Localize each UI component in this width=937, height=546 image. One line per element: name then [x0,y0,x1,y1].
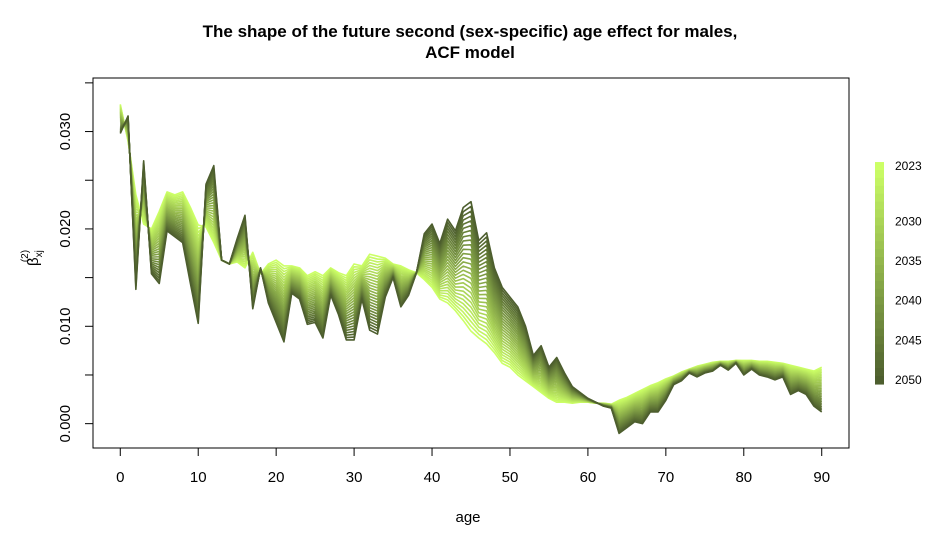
chart-title: The shape of the future second (sex-spec… [203,22,738,41]
x-tick-label: 70 [658,469,675,486]
legend-swatch [875,336,884,345]
legend-label: 2023 [895,159,922,173]
legend-swatch [875,257,884,266]
x-tick-label: 50 [502,469,519,486]
series-line-2050 [119,115,823,435]
plot-border [92,77,850,449]
y-tick-label: 0.010 [57,308,74,346]
legend-label: 2045 [895,333,922,347]
legend-swatch [875,241,884,250]
x-tick-label: 40 [424,469,441,486]
legend-swatch [875,169,884,179]
legend-swatch [875,273,884,282]
legend-swatch [875,162,884,171]
y-tick-label: 0.020 [57,210,74,248]
y-tick-label: 0.030 [57,113,74,151]
x-tick-label: 30 [346,469,363,486]
legend-swatch [875,193,884,203]
x-tick-label: 90 [813,469,830,486]
y-tick-label: 0.000 [57,405,74,443]
legend-label: 2030 [895,214,922,228]
y-axis-label: βxj(2) [20,250,45,266]
y-axis-label-sup: (2) [20,250,31,262]
legend-label: 2035 [895,254,922,268]
legend-swatch [875,328,884,338]
x-tick-label: 0 [116,469,124,486]
legend-swatch [875,288,884,298]
x-axis: 0 10 20 30 40 50 60 70 80 90 [116,447,830,486]
legend-swatch [875,185,884,195]
chart-subtitle: ACF model [425,43,515,62]
x-tick-label: 60 [580,469,597,486]
legend-swatch [875,352,884,361]
legend-swatch [875,225,884,234]
y-axis-label-main: β [25,257,42,266]
legend-label: 2040 [895,294,922,308]
legend-swatch [875,280,884,290]
x-tick-label: 20 [268,469,285,486]
legend-swatch [875,320,884,330]
series-line-2036 [119,117,822,418]
legend-label: 2050 [895,373,922,387]
legend-swatch [875,265,884,274]
legend-swatch [875,360,884,369]
legend-swatch [875,344,884,353]
legend-swatch [875,217,884,227]
x-tick-label: 80 [735,469,752,486]
legend-swatch [875,296,884,306]
series-layer [119,104,823,435]
x-tick-label: 10 [190,469,207,486]
legend-swatch [875,201,884,211]
legend-swatch [875,376,884,385]
legend: 2023 2030 2035 2040 2045 2050 [875,159,922,387]
legend-swatch [875,312,884,322]
legend-swatch [875,233,884,242]
legend-swatch [875,177,884,187]
legend-swatch [875,249,884,258]
legend-swatch [875,209,884,219]
series-line-2040 [120,121,822,422]
legend-swatch [875,304,884,314]
svg-text:βxj(2): βxj(2) [20,250,45,266]
legend-swatch [875,368,884,377]
x-axis-label: age [455,509,480,526]
y-axis-label-sub: xj [34,250,45,257]
y-axis: 0.000 0.010 0.020 0.030 [57,82,94,443]
